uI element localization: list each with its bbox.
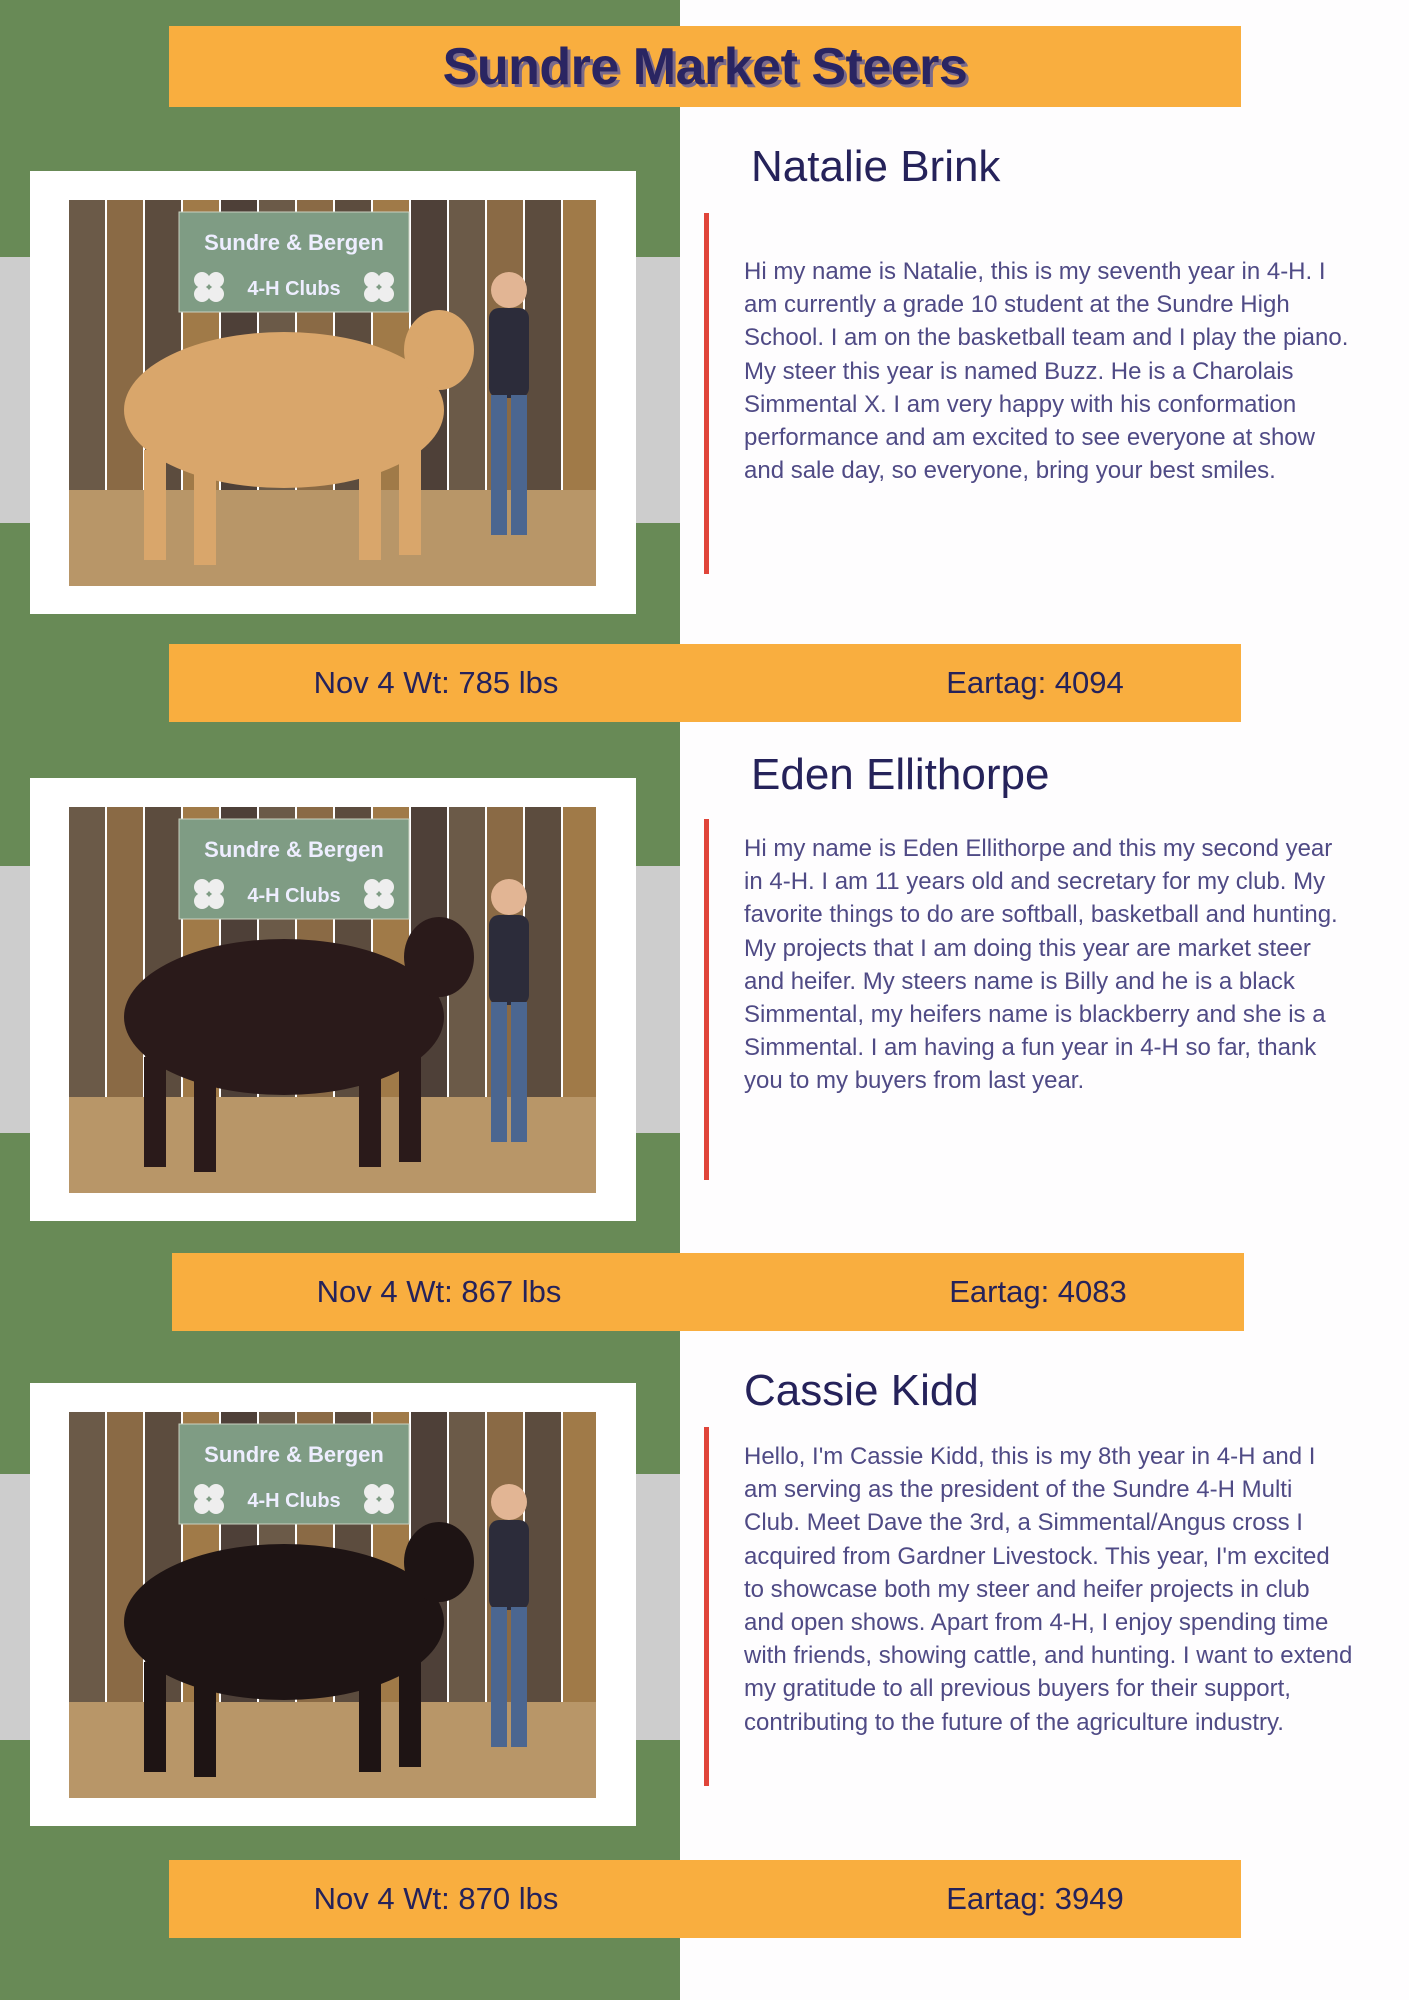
steer bbox=[124, 917, 474, 1172]
svg-text:4-H Clubs: 4-H Clubs bbox=[247, 278, 340, 300]
steer-photo: Sundre & Bergen 4-H Clubs bbox=[69, 1412, 596, 1798]
member-name: Natalie Brink bbox=[751, 142, 1001, 191]
svg-text:4-H Clubs: 4-H Clubs bbox=[247, 885, 340, 907]
title-banner: Sundre Market Steers bbox=[169, 26, 1241, 107]
eartag-label: Eartag: 4083 bbox=[949, 1274, 1127, 1309]
club-banner: Sundre & Bergen 4-H Clubs bbox=[178, 1423, 410, 1525]
exhibitor bbox=[489, 272, 529, 535]
page-title: Sundre Market Steers bbox=[442, 37, 968, 96]
steer-photo: Sundre & Bergen 4-H Clubs bbox=[69, 807, 596, 1193]
club-banner: Sundre & Bergen 4-H Clubs bbox=[178, 211, 410, 313]
member-bio: Hello, I'm Cassie Kidd, this is my 8th y… bbox=[744, 1443, 1353, 1736]
exhibitor bbox=[489, 1484, 529, 1747]
weight-label: Nov 4 Wt: 870 lbs bbox=[313, 1881, 559, 1916]
stats-bar: Nov 4 Wt: 870 lbs Eartag: 3949 bbox=[169, 1860, 1241, 1938]
steer-photo: Sundre & Bergen 4-H Clubs bbox=[69, 200, 596, 586]
svg-text:Sundre & Bergen: Sundre & Bergen bbox=[204, 837, 384, 862]
member-name: Eden Ellithorpe bbox=[751, 750, 1050, 799]
weight-label: Nov 4 Wt: 785 lbs bbox=[313, 665, 559, 700]
svg-text:4-H Clubs: 4-H Clubs bbox=[247, 1490, 340, 1512]
weight-label: Nov 4 Wt: 867 lbs bbox=[316, 1274, 562, 1309]
svg-text:Sundre & Bergen: Sundre & Bergen bbox=[204, 1442, 384, 1467]
steer bbox=[124, 310, 474, 565]
steer bbox=[124, 1522, 474, 1777]
accent-line bbox=[704, 213, 709, 574]
stats-bar: Nov 4 Wt: 867 lbs Eartag: 4083 bbox=[172, 1253, 1244, 1331]
exhibitor bbox=[489, 879, 529, 1142]
accent-line bbox=[704, 819, 709, 1180]
svg-text:Sundre & Bergen: Sundre & Bergen bbox=[204, 230, 384, 255]
eartag-label: Eartag: 4094 bbox=[946, 665, 1124, 700]
club-banner: Sundre & Bergen 4-H Clubs bbox=[178, 818, 410, 920]
member-bio: Hi my name is Natalie, this is my sevent… bbox=[744, 258, 1349, 485]
member-bio: Hi my name is Eden Ellithorpe and this m… bbox=[744, 835, 1338, 1095]
accent-line bbox=[704, 1427, 709, 1786]
eartag-label: Eartag: 3949 bbox=[946, 1881, 1124, 1916]
photo-frame: Sundre & Bergen 4-H Clubs bbox=[30, 171, 636, 614]
photo-frame: Sundre & Bergen 4-H Clubs bbox=[30, 1383, 636, 1826]
stats-bar: Nov 4 Wt: 785 lbs Eartag: 4094 bbox=[169, 644, 1241, 722]
photo-frame: Sundre & Bergen 4-H Clubs bbox=[30, 778, 636, 1221]
member-name: Cassie Kidd bbox=[744, 1366, 979, 1415]
